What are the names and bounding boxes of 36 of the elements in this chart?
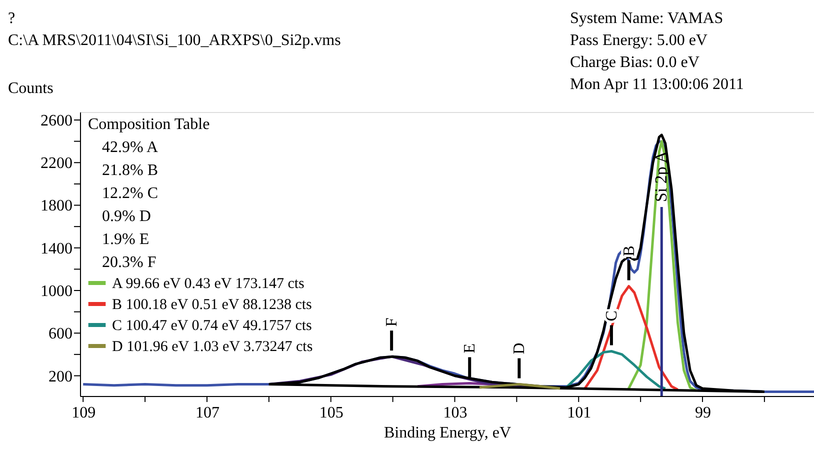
annotation: 12.2% C: [102, 185, 158, 202]
y-tick-label: 600: [48, 326, 72, 343]
annotation: 21.8% B: [102, 162, 158, 179]
y-tick-label: 2600: [40, 112, 72, 130]
x-tick-label: 109: [72, 404, 96, 422]
text: System Name: VAMAS: [570, 10, 724, 27]
y-tick-label: 200: [48, 368, 72, 386]
annotation: E: [462, 343, 479, 354]
annotation: D: [511, 342, 528, 354]
y-axis-title: Counts: [8, 80, 54, 97]
text: C:\A MRS\2011\04\SI\Si_100_ARXPS\0_Si2p.vms: [8, 32, 341, 49]
legend-label: B 100.18 eV 0.51 eV 88.1238 cts: [112, 297, 312, 313]
legend-label: C 100.47 eV 0.74 eV 49.1757 cts: [112, 318, 312, 334]
annotation: 20.3% F: [102, 254, 156, 271]
x-tick-label: 101: [567, 404, 592, 422]
annotation: 0.9% D: [102, 208, 151, 225]
y-tick-label: 1000: [40, 283, 72, 300]
y-tick-label: 1400: [40, 240, 72, 258]
text: Mon Apr 11 13:00:06 2011: [570, 76, 744, 93]
text: Pass Energy: 5.00 eV: [570, 32, 708, 49]
annotation: F: [384, 318, 401, 327]
annotation: B: [620, 246, 638, 256]
x-tick-label: 99: [695, 404, 712, 422]
legend-label: A 99.66 eV 0.43 eV 173.147 cts: [112, 276, 305, 292]
text: Charge Bias: 0.0 eV: [570, 54, 700, 71]
x-axis-title: Binding Energy, eV: [384, 424, 512, 442]
y-tick-label: 1800: [40, 198, 72, 215]
annotation: Composition Table: [88, 116, 210, 133]
x-tick-label: 105: [319, 404, 344, 422]
annotation: 1.9% E: [102, 231, 150, 248]
legend-label: D 101.96 eV 1.03 eV 3.73247 cts: [112, 339, 313, 355]
x-tick-label: 107: [195, 404, 220, 422]
annotation: 42.9% A: [102, 139, 158, 156]
text: ?: [8, 10, 16, 27]
x-tick-label: 103: [443, 404, 468, 422]
y-tick-label: 2200: [40, 155, 72, 172]
